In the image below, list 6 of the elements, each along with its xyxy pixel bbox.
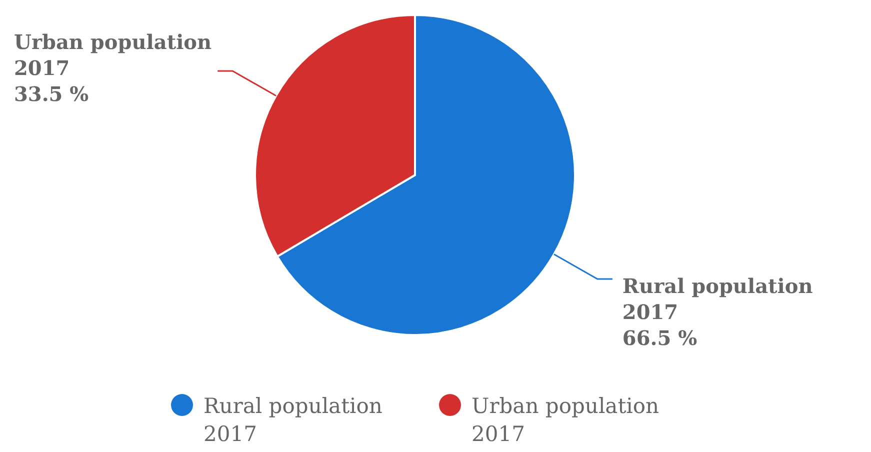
- legend-label: Urban population 2017: [472, 393, 660, 448]
- slice-label: Rural population 2017: [622, 274, 814, 324]
- data-label: 33.5 %: [14, 82, 89, 106]
- data-label: 66.5 %: [622, 326, 698, 350]
- legend-label: Rural population 2017: [204, 393, 382, 448]
- slice-label: Urban population 2017: [14, 30, 212, 80]
